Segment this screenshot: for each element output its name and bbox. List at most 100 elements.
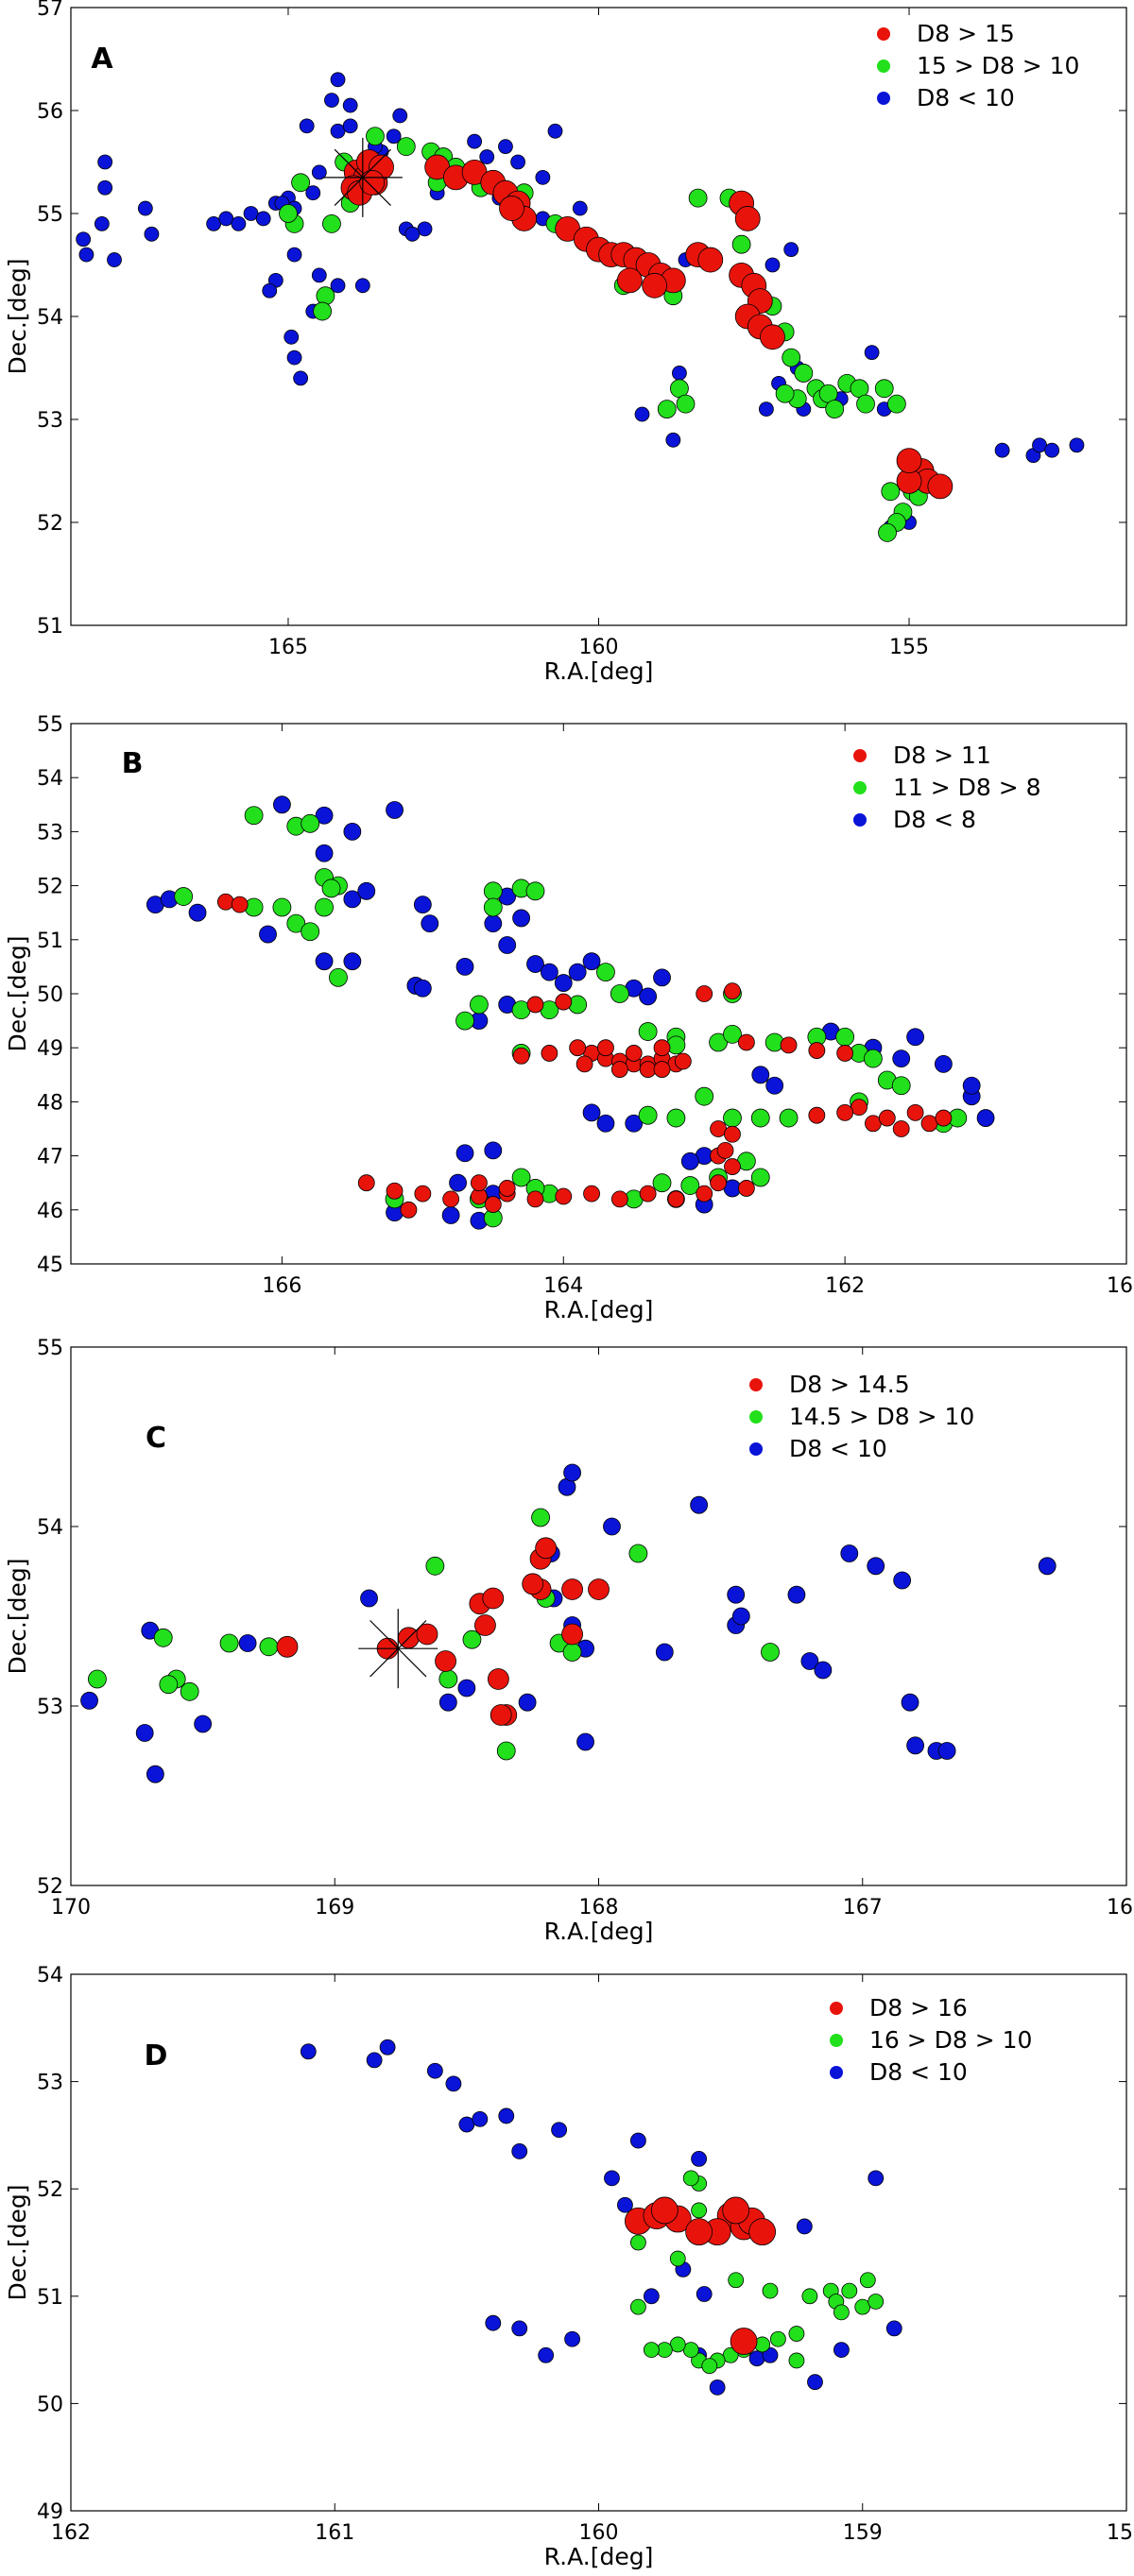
data-point <box>498 936 517 954</box>
legend-label: D8 > 11 <box>893 742 991 769</box>
series-0 <box>216 893 953 1219</box>
data-point <box>272 795 291 814</box>
data-point <box>354 278 370 294</box>
data-point <box>438 1669 458 1689</box>
data-point <box>937 1742 956 1760</box>
data-point <box>878 523 897 542</box>
data-point <box>835 1027 855 1047</box>
data-point <box>787 1585 806 1604</box>
data-point <box>107 252 122 267</box>
data-point <box>582 1103 601 1122</box>
data-point <box>625 1045 643 1062</box>
x-tick-label: 160 <box>579 2521 619 2545</box>
data-point <box>315 844 334 862</box>
x-axis-label: R.A.[deg] <box>544 2543 654 2570</box>
data-point <box>311 267 327 283</box>
data-point <box>596 1114 615 1133</box>
y-tick-label: 57 <box>37 0 63 21</box>
data-point <box>482 1587 505 1610</box>
data-point <box>396 137 416 157</box>
data-point <box>650 2196 679 2225</box>
data-point <box>643 2342 660 2359</box>
data-point <box>78 247 94 263</box>
data-point <box>498 2107 515 2124</box>
data-point <box>455 958 474 976</box>
data-point <box>445 2075 462 2092</box>
data-point <box>174 887 194 906</box>
data-point <box>709 1032 728 1052</box>
series-1 <box>88 1508 780 1761</box>
data-point <box>748 2350 765 2367</box>
data-point <box>628 1544 648 1563</box>
data-point <box>563 1463 581 1482</box>
data-point <box>867 1557 885 1576</box>
data-point <box>808 1042 826 1059</box>
star-ray <box>369 1620 427 1678</box>
data-point <box>927 473 954 500</box>
data-point <box>301 813 320 833</box>
legend: D8 > 16 16 > D8 > 10 D8 < 10 <box>830 1994 1032 2086</box>
data-point <box>893 1571 912 1590</box>
data-point <box>438 1693 457 1712</box>
x-tick-label: 164 <box>543 1274 583 1298</box>
data-point <box>765 1076 784 1095</box>
data-point <box>259 1637 279 1657</box>
data-point <box>724 982 741 1000</box>
data-point <box>231 896 249 913</box>
data-point <box>484 1141 503 1160</box>
data-point <box>479 149 495 164</box>
data-point <box>474 1614 496 1636</box>
data-point <box>449 1173 467 1192</box>
legend: D8 > 11 11 > D8 > 8 D8 < 8 <box>853 742 1041 833</box>
data-point <box>416 1623 438 1646</box>
y-tick-label: 49 <box>37 1037 63 1061</box>
data-point <box>653 968 671 987</box>
chart-panel-c: 52 53 54 55 170 169 168 167 166 R.A.[deg] Dec.[deg… <box>4 1337 1134 1945</box>
series-1 <box>629 2170 885 2375</box>
data-point <box>366 127 385 146</box>
data-point <box>435 1650 456 1672</box>
data-point <box>603 1517 621 1536</box>
data-point <box>779 1108 799 1128</box>
data-point <box>639 987 658 1006</box>
plot-frame <box>70 7 1127 626</box>
data-point <box>934 1054 953 1073</box>
data-point <box>868 2170 885 2187</box>
data-point <box>976 1109 995 1127</box>
data-point <box>886 394 906 414</box>
data-point <box>144 226 160 242</box>
data-point <box>551 2122 568 2139</box>
panel-label: A <box>91 43 113 76</box>
data-point <box>935 1109 953 1127</box>
data-point <box>994 442 1010 458</box>
data-point <box>342 97 358 113</box>
y-tick-label: 50 <box>37 2393 63 2416</box>
data-point <box>511 2143 528 2159</box>
data-point <box>357 1174 375 1192</box>
data-point <box>1038 1557 1057 1576</box>
data-point <box>625 1114 644 1133</box>
data-point <box>906 1736 924 1755</box>
data-point <box>421 914 439 933</box>
x-tick-label: 162 <box>825 1274 865 1298</box>
x-tick-label: 162 <box>51 2521 91 2545</box>
star-marker <box>322 137 403 217</box>
data-point <box>865 1115 882 1133</box>
data-point <box>762 2346 779 2363</box>
data-point <box>864 345 880 361</box>
data-point <box>765 257 781 273</box>
legend-label: D8 < 10 <box>789 1435 887 1462</box>
data-point <box>97 154 113 170</box>
x-tick-label: 160 <box>1107 1274 1134 1298</box>
data-point <box>485 2314 502 2331</box>
data-point <box>896 448 922 474</box>
data-point <box>525 881 545 901</box>
data-point <box>666 1108 686 1128</box>
data-point <box>94 215 110 231</box>
data-point <box>522 1573 544 1595</box>
data-point <box>833 2342 850 2359</box>
x-tick-label: 165 <box>268 636 308 659</box>
data-point <box>728 2272 745 2289</box>
data-point <box>499 196 524 221</box>
data-point <box>723 1108 742 1128</box>
